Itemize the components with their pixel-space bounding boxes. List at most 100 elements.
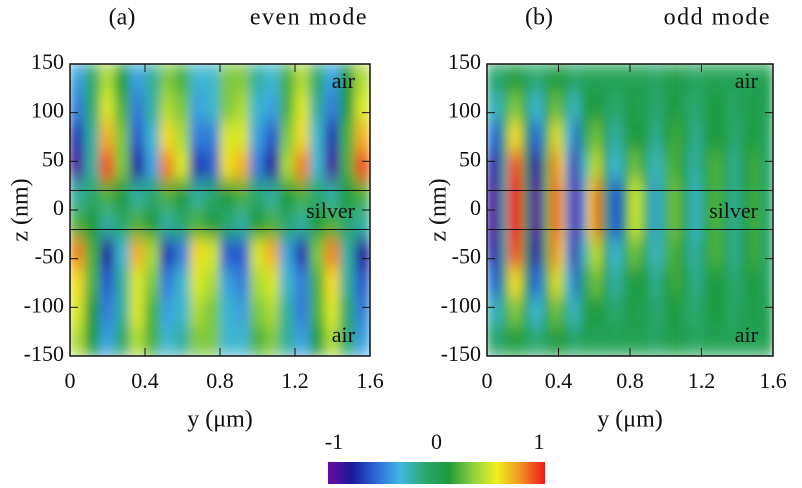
- heatmap-cell: [586, 64, 595, 94]
- heatmap-cell: [708, 326, 717, 356]
- heatmap-cell: [487, 64, 495, 94]
- heatmap-cell: [558, 267, 567, 299]
- heatmap-cell: [608, 64, 617, 94]
- heatmap-cell: [174, 64, 191, 94]
- heatmap-cell: [264, 238, 281, 269]
- heatmap-cell: [765, 92, 773, 123]
- heatmap-cell: [701, 297, 710, 328]
- heatmap-cell: [758, 267, 767, 299]
- heatmap-cell: [615, 92, 624, 123]
- heatmap-cell: [650, 209, 660, 240]
- heatmap-cell: [309, 64, 326, 94]
- heatmap-cell: [650, 180, 660, 211]
- heatmap-cell: [622, 267, 631, 299]
- heatmap-cell: [650, 121, 660, 153]
- heatmap-cell: [249, 151, 266, 182]
- heatmap-cell: [658, 326, 667, 356]
- heatmap-cell: [701, 121, 710, 153]
- heatmap-cell: [70, 326, 86, 356]
- heatmap-cell: [487, 180, 495, 211]
- heatmap-cell: [234, 297, 251, 328]
- heatmap-cell: [129, 92, 146, 123]
- heatmap-cell: [708, 209, 717, 240]
- heatmap-cell: [324, 64, 341, 94]
- heatmap-cell: [189, 121, 206, 153]
- heatmap-cell: [189, 297, 206, 328]
- heatmap-cell: [672, 267, 681, 299]
- heatmap-cell: [536, 209, 545, 240]
- heatmap-cell: [665, 326, 674, 356]
- heatmap-cell: [708, 267, 717, 299]
- heatmap-cell: [758, 238, 767, 269]
- heatmap-cell: [693, 297, 702, 328]
- heatmap-cell: [751, 121, 760, 153]
- heatmap-cell: [636, 297, 645, 328]
- heatmap-cell: [500, 267, 509, 299]
- heatmap-cell: [84, 297, 101, 328]
- heatmap-cell: [354, 297, 370, 328]
- heatmap-cell: [536, 238, 545, 269]
- heatmap-cell: [736, 92, 745, 123]
- heatmap-cell: [765, 297, 773, 328]
- heatmap-cell: [715, 209, 724, 240]
- heatmap-cell: [665, 64, 674, 94]
- heatmap-cell: [729, 297, 738, 328]
- heatmap-cell: [536, 267, 545, 299]
- heatmap-cell: [204, 326, 221, 356]
- heatmap-cell: [558, 151, 567, 182]
- heatmap-cell: [765, 64, 773, 94]
- heatmap-cell: [309, 326, 326, 356]
- heatmap-cell: [650, 238, 660, 269]
- x-tick-label: 1.2: [688, 368, 716, 393]
- heatmap-cell: [550, 238, 559, 269]
- heatmap-cell: [600, 121, 610, 153]
- heatmap-cell: [715, 297, 724, 328]
- heatmap-cell: [114, 180, 131, 211]
- heatmap-cell: [579, 92, 588, 123]
- heatmap-cell: [144, 64, 161, 94]
- x-axis-label: y (μm): [597, 407, 663, 433]
- heatmap-cell: [159, 180, 176, 211]
- heatmap-cell: [324, 92, 341, 123]
- heatmap-cell: [643, 180, 652, 211]
- heatmap-cell: [586, 238, 595, 269]
- heatmap-cell: [204, 297, 221, 328]
- heatmap-cell: [515, 297, 524, 328]
- heatmap-cell: [522, 297, 531, 328]
- heatmap-cell: [144, 121, 161, 153]
- heatmap-cell: [558, 92, 567, 123]
- heatmap-cell: [487, 209, 495, 240]
- heatmap-cell: [264, 92, 281, 123]
- heatmap-cell: [765, 151, 773, 182]
- heatmap-cell: [129, 267, 146, 299]
- heatmap-cell: [672, 92, 681, 123]
- y-tick-label: 50: [42, 146, 64, 171]
- heatmap-cell: [204, 64, 221, 94]
- heatmap-cell: [743, 267, 753, 299]
- heatmap-cell: [279, 64, 296, 94]
- heatmap-cell: [636, 209, 645, 240]
- heatmap-cell: [650, 267, 660, 299]
- y-tick-label: -150: [24, 341, 64, 366]
- heatmap-cell: [558, 238, 567, 269]
- heatmap-cell: [249, 238, 266, 269]
- heatmap-cell: [70, 92, 86, 123]
- heatmap-cell: [629, 180, 638, 211]
- heatmap-cell: [339, 297, 356, 328]
- heatmap-cell: [693, 267, 702, 299]
- heatmap-cell: [114, 64, 131, 94]
- heatmap-cell: [622, 180, 631, 211]
- heatmap-cell: [84, 121, 101, 153]
- heatmap-cell: [643, 64, 652, 94]
- heatmap-cell: [70, 267, 86, 299]
- heatmap-cell: [558, 209, 567, 240]
- heatmap-cell: [70, 180, 86, 211]
- heatmap-cell: [679, 92, 688, 123]
- heatmap-cell: [543, 238, 552, 269]
- heatmap-cell: [493, 267, 502, 299]
- heatmap-cell: [536, 180, 545, 211]
- x-tick-label: 0: [482, 368, 493, 393]
- heatmap-cell: [765, 180, 773, 211]
- heatmap-cell: [249, 121, 266, 153]
- heatmap-cell: [558, 326, 567, 356]
